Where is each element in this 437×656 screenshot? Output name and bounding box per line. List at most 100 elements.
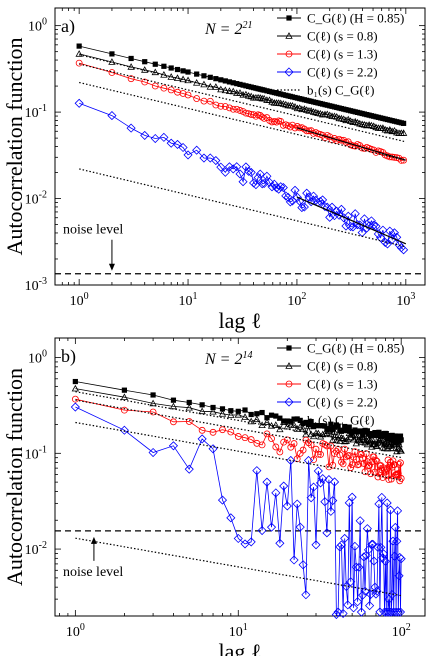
data-point	[276, 448, 284, 456]
data-point	[109, 51, 115, 57]
data-point	[248, 411, 254, 418]
data-point	[279, 481, 289, 491]
data-point	[233, 105, 241, 113]
data-point	[308, 418, 314, 425]
data-point	[258, 113, 266, 121]
data-point	[229, 105, 237, 113]
data-point	[174, 66, 181, 73]
data-point	[334, 431, 342, 438]
data-point	[340, 427, 346, 434]
data-point	[249, 178, 259, 188]
data-point	[226, 79, 233, 85]
y-tick-label: 10-1	[25, 444, 47, 462]
data-point	[389, 228, 400, 238]
data-point	[330, 428, 339, 435]
data-point	[141, 78, 149, 86]
data-point	[246, 167, 256, 177]
data-point	[327, 202, 337, 212]
data-point	[185, 418, 193, 425]
data-point	[280, 418, 288, 425]
data-point	[372, 456, 380, 464]
y-tick-label: 10-3	[25, 276, 47, 294]
data-point	[299, 202, 309, 212]
data-point	[272, 443, 280, 451]
data-point	[257, 525, 267, 536]
series-3	[70, 402, 406, 620]
data-point	[338, 458, 345, 466]
data-point	[148, 447, 158, 458]
data-point	[273, 413, 279, 419]
data-point	[290, 421, 298, 428]
data-point	[126, 123, 136, 133]
reference-line	[75, 421, 402, 481]
data-point	[348, 222, 358, 232]
data-point	[348, 603, 359, 613]
data-point	[75, 59, 83, 67]
data-point	[290, 440, 298, 447]
sample-size-label: N = 214	[204, 350, 252, 368]
x-tick-label: 101	[179, 291, 198, 309]
data-point	[267, 421, 276, 429]
data-point	[242, 109, 250, 117]
data-point	[319, 430, 327, 438]
data-point	[247, 111, 255, 118]
data-point	[150, 133, 160, 144]
data-point	[218, 77, 224, 83]
data-point	[151, 82, 159, 90]
data-point	[255, 169, 265, 179]
data-point	[271, 488, 281, 498]
data-point	[243, 83, 249, 89]
data-point	[392, 536, 402, 546]
data-point	[141, 66, 149, 73]
data-point	[385, 505, 396, 515]
legend-entry-4: b₁(s) C_G(ℓ)	[277, 83, 374, 98]
data-point	[296, 422, 304, 430]
data-point	[194, 71, 200, 77]
data-point	[318, 195, 328, 205]
data-point	[271, 183, 282, 193]
data-point	[395, 460, 403, 468]
legend-entry-2: C(ℓ) (s = 1.3)	[277, 47, 378, 62]
sample-size-label: N = 221	[204, 20, 252, 38]
data-point	[71, 384, 80, 392]
data-point	[333, 607, 343, 617]
data-point	[289, 555, 299, 565]
data-point	[314, 450, 322, 458]
data-point	[283, 436, 291, 444]
data-point	[314, 429, 323, 437]
data-point	[263, 418, 271, 425]
data-point	[219, 426, 226, 434]
data-point	[367, 539, 377, 549]
data-point	[371, 468, 379, 476]
data-point	[303, 127, 311, 135]
data-point	[387, 475, 395, 483]
data-point	[280, 438, 288, 446]
data-point	[383, 126, 392, 134]
data-point	[316, 478, 326, 488]
data-point	[343, 211, 353, 221]
data-point	[306, 493, 316, 503]
data-point	[172, 139, 183, 149]
data-point	[307, 430, 315, 438]
legend-entry-3: C(ℓ) (s = 2.2)	[277, 395, 378, 410]
data-point	[337, 434, 346, 441]
data-point	[315, 196, 325, 207]
data-point	[395, 607, 406, 617]
data-point	[352, 220, 363, 230]
data-point	[224, 162, 235, 172]
data-point	[328, 496, 338, 506]
data-point	[70, 402, 80, 412]
data-point	[355, 516, 365, 526]
data-point	[119, 425, 129, 435]
data-point	[207, 74, 213, 80]
data-point	[150, 392, 156, 398]
data-point	[259, 409, 265, 416]
data-point	[386, 607, 396, 617]
data-point	[168, 441, 179, 451]
legend-label: b₁(s) C_G(ℓ)	[307, 83, 374, 98]
data-point	[363, 458, 371, 466]
reference-line	[75, 399, 402, 459]
data-point	[363, 545, 374, 555]
data-point	[385, 607, 395, 617]
